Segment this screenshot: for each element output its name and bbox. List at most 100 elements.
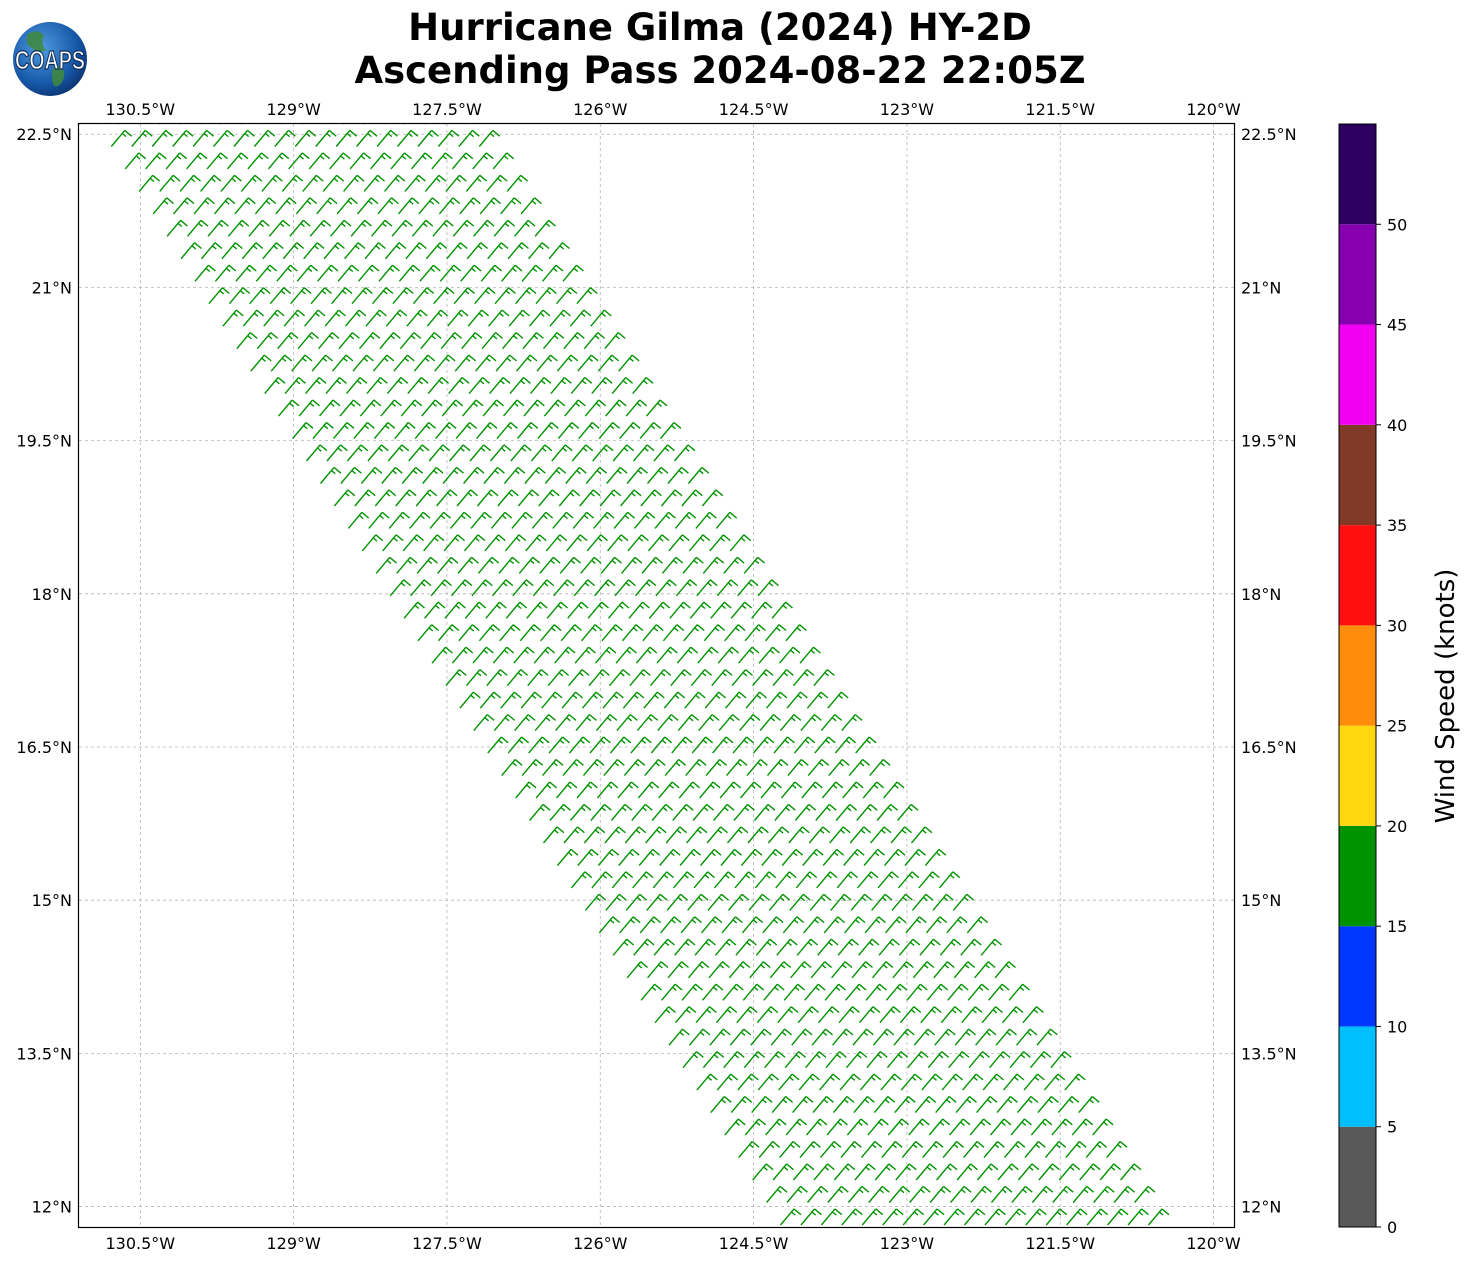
wind-barb xyxy=(854,1163,876,1181)
lon-tick-label: 129°W xyxy=(266,1234,321,1253)
wind-barb xyxy=(725,691,747,709)
wind-barb xyxy=(297,332,319,350)
wind-barb xyxy=(534,219,556,237)
lat-tick-label: 16.5°N xyxy=(16,738,72,757)
wind-barb xyxy=(1043,1073,1066,1091)
wind-barb xyxy=(667,961,689,979)
wind-barb xyxy=(469,444,491,462)
wind-barb xyxy=(682,1051,704,1069)
wind-barb xyxy=(756,1006,779,1024)
wind-barb xyxy=(605,893,627,911)
wind-barb xyxy=(730,1095,753,1114)
wind-barb xyxy=(612,938,635,956)
wind-barb xyxy=(329,152,351,170)
wind-barb xyxy=(812,1095,834,1114)
wind-barb xyxy=(278,399,300,417)
wind-barb xyxy=(879,1006,901,1024)
wind-barb xyxy=(683,624,705,642)
wind-barb xyxy=(804,983,826,1001)
wind-barb xyxy=(654,511,676,529)
wind-barb xyxy=(779,714,802,732)
wind-barb xyxy=(963,1208,986,1226)
wind-barb xyxy=(712,736,734,754)
wind-barb xyxy=(437,556,459,574)
lat-tick-label: 21°N xyxy=(32,278,72,297)
wind-barb xyxy=(555,287,578,305)
wind-barb xyxy=(919,938,941,956)
wind-barb xyxy=(983,1140,1005,1159)
wind-barb xyxy=(1107,1208,1129,1226)
wind-barb xyxy=(597,848,620,866)
wind-barb xyxy=(393,354,415,372)
wind-barb xyxy=(503,466,526,484)
wind-barb xyxy=(312,421,334,440)
wind-barb xyxy=(451,152,474,170)
wind-barb xyxy=(673,871,695,889)
wind-barb xyxy=(857,871,879,889)
wind-barb xyxy=(724,1118,746,1136)
wind-barb xyxy=(699,781,721,799)
wind-barb xyxy=(848,758,871,777)
wind-barb xyxy=(520,197,542,215)
lat-tick-label: 21°N xyxy=(1241,278,1281,297)
wind-barb xyxy=(473,714,495,732)
wind-barb xyxy=(738,1140,760,1159)
wind-barb xyxy=(660,489,683,507)
wind-barb xyxy=(686,826,708,844)
wind-barb xyxy=(849,826,872,844)
wind-barb xyxy=(676,646,699,664)
wind-barb xyxy=(789,893,811,911)
wind-barb xyxy=(332,421,355,440)
wind-barb xyxy=(357,264,380,282)
wind-barb xyxy=(316,197,338,215)
wind-barb xyxy=(358,332,381,350)
wind-barb xyxy=(709,1028,731,1046)
wind-barb xyxy=(721,916,743,934)
wind-barb xyxy=(839,1073,861,1091)
wind-barb xyxy=(240,124,242,125)
wind-barb xyxy=(963,1140,985,1159)
wind-barb xyxy=(779,1208,802,1226)
wind-barb xyxy=(1086,1208,1109,1226)
wind-barb xyxy=(1051,1118,1073,1136)
wind-barb xyxy=(883,781,905,799)
wind-barb xyxy=(614,579,636,597)
wind-barb xyxy=(765,691,788,709)
wind-barb xyxy=(375,556,398,574)
wind-barb xyxy=(661,556,684,574)
wind-barb xyxy=(950,1185,972,1203)
wind-barb xyxy=(787,758,809,777)
wind-barb xyxy=(625,893,648,911)
wind-barb xyxy=(639,916,662,934)
wind-barb xyxy=(962,1073,984,1091)
wind-barb xyxy=(240,174,263,192)
wind-barb xyxy=(515,781,537,799)
wind-barb xyxy=(833,1163,856,1181)
wind-barb xyxy=(813,669,835,687)
wind-barb xyxy=(222,309,244,327)
wind-barb xyxy=(688,534,711,552)
wind-barb xyxy=(590,803,612,821)
wind-barb xyxy=(665,826,688,844)
wind-barb xyxy=(594,579,616,597)
wind-barb xyxy=(445,669,467,687)
wind-barb xyxy=(452,219,475,237)
wind-barb xyxy=(357,197,379,215)
wind-barb xyxy=(765,624,787,642)
wind-barb xyxy=(330,219,352,237)
wind-barb xyxy=(407,376,429,395)
wind-barb xyxy=(389,579,412,597)
wind-barb xyxy=(277,332,299,350)
lat-tick-label: 13.5°N xyxy=(1241,1044,1297,1063)
wind-barb xyxy=(426,309,449,327)
wind-barb xyxy=(853,1095,875,1114)
wind-barb xyxy=(867,1118,889,1136)
wind-barb xyxy=(625,399,648,417)
wind-barb xyxy=(928,1118,951,1136)
wind-barb xyxy=(349,152,371,170)
wind-barb xyxy=(751,1095,773,1114)
lon-tick-label: 129°W xyxy=(266,100,321,119)
wind-barb xyxy=(193,197,215,215)
wind-barb xyxy=(763,983,785,1001)
wind-barb xyxy=(548,736,570,754)
